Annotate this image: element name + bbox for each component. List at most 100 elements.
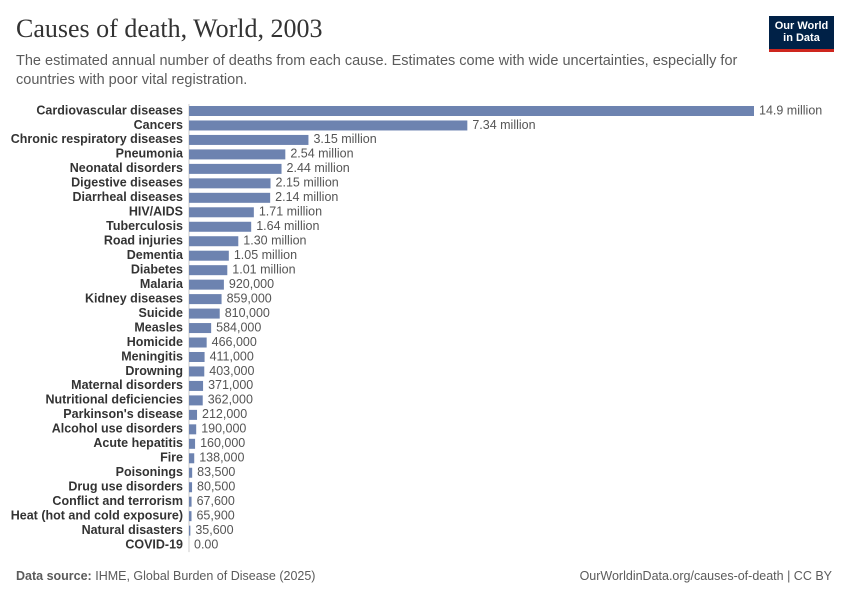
- value-label: 80,500: [197, 480, 235, 494]
- category-label: Acute hepatitis: [93, 436, 183, 450]
- bar: [189, 424, 197, 435]
- value-label: 0.00: [194, 537, 218, 551]
- chart-subtitle: The estimated annual number of deaths fr…: [16, 53, 738, 88]
- value-label: 1.05 million: [234, 248, 297, 262]
- value-label: 2.54 million: [290, 147, 353, 161]
- bar: [189, 438, 196, 449]
- value-label: 138,000: [199, 451, 244, 465]
- value-label: 190,000: [201, 422, 246, 436]
- value-label: 466,000: [212, 335, 257, 349]
- value-label: 403,000: [209, 364, 254, 378]
- value-label: 411,000: [210, 349, 254, 363]
- value-label: 2.44 million: [287, 161, 350, 175]
- bar: [189, 511, 192, 522]
- bar: [189, 308, 220, 319]
- category-label: Neonatal disorders: [70, 161, 183, 175]
- category-label: Fire: [160, 451, 183, 465]
- category-label: Diarrheal diseases: [73, 190, 184, 204]
- category-label: Nutritional deficiencies: [45, 393, 183, 407]
- category-label: Suicide: [139, 306, 184, 320]
- value-label: 1.30 million: [243, 234, 306, 248]
- category-label: Heat (hot and cold exposure): [11, 508, 183, 522]
- value-label: 1.01 million: [232, 262, 295, 276]
- chart-title: Causes of death, World, 2003: [16, 14, 323, 43]
- bar: [189, 149, 286, 160]
- bar: [189, 192, 271, 203]
- bar: [189, 250, 229, 261]
- category-label: Dementia: [127, 248, 184, 262]
- category-label: Poisonings: [116, 465, 183, 479]
- bar: [189, 120, 468, 131]
- category-label: Natural disasters: [82, 523, 183, 537]
- value-label: 920,000: [229, 277, 274, 291]
- value-label: 584,000: [216, 320, 261, 334]
- bar: [189, 351, 205, 362]
- bar: [189, 294, 222, 305]
- value-label: 859,000: [227, 291, 272, 305]
- category-label: Pneumonia: [116, 147, 184, 161]
- bar: [189, 323, 212, 334]
- category-label: Meningitis: [121, 349, 183, 363]
- logo-line: in Data: [783, 32, 820, 44]
- value-label: 14.9 million: [759, 103, 822, 117]
- category-label: Cardiovascular diseases: [36, 103, 183, 117]
- value-label: 7.34 million: [472, 118, 535, 132]
- bar: [189, 221, 252, 232]
- category-label: Tuberculosis: [106, 219, 183, 233]
- value-label: 362,000: [208, 393, 253, 407]
- footer-source: Data source: IHME, Global Burden of Dise…: [16, 569, 315, 583]
- value-label: 35,600: [195, 523, 233, 537]
- category-label: Diabetes: [131, 262, 183, 276]
- value-label: 212,000: [202, 407, 247, 421]
- category-label: Digestive diseases: [71, 176, 183, 190]
- bar: [189, 163, 282, 174]
- logo-line: Our World: [774, 20, 829, 32]
- category-label: Maternal disorders: [71, 378, 183, 392]
- bar: [189, 178, 271, 189]
- bar: [189, 265, 228, 276]
- source: IHME, Global Burden of Disease (2025): [95, 569, 316, 583]
- category-label: Conflict and terrorism: [52, 494, 183, 508]
- value-label: 1.71 million: [259, 205, 322, 219]
- value-label: 160,000: [200, 436, 245, 450]
- bar: [189, 409, 198, 420]
- bar: [189, 496, 192, 507]
- value-label: 65,900: [196, 508, 234, 522]
- value-label: 2.15 million: [276, 176, 339, 190]
- category-label: HIV/AIDS: [129, 205, 183, 219]
- category-label: Homicide: [127, 335, 183, 349]
- bar: [189, 106, 754, 116]
- category-label: Measles: [134, 320, 183, 334]
- bar: [189, 134, 309, 145]
- category-label: Drowning: [125, 364, 183, 378]
- source-label: Data source:: [16, 569, 92, 583]
- bar: [189, 482, 193, 493]
- value-label: 2.14 million: [275, 190, 338, 204]
- category-label: Drug use disorders: [68, 480, 183, 494]
- bar: [189, 395, 203, 406]
- bar: [189, 207, 254, 218]
- bar: [189, 453, 195, 464]
- bar: [189, 525, 191, 536]
- bar: [189, 380, 204, 391]
- value-label: 67,600: [197, 494, 235, 508]
- value-label: 810,000: [225, 306, 270, 320]
- category-label: Parkinson's disease: [63, 407, 183, 421]
- bar: [189, 366, 205, 377]
- footer-url[interactable]: OurWorldinData.org/causes-of-death | CC …: [579, 569, 832, 583]
- category-label: Chronic respiratory diseases: [11, 132, 183, 146]
- value-label: 1.64 million: [256, 219, 319, 233]
- category-label: Cancers: [134, 118, 183, 132]
- category-label: Malaria: [140, 277, 184, 291]
- category-label: Kidney diseases: [85, 291, 183, 305]
- category-label: Road injuries: [104, 234, 183, 248]
- logo[interactable]: Our World in Data: [769, 16, 834, 52]
- category-label: Alcohol use disorders: [52, 422, 183, 436]
- bar: [189, 236, 239, 247]
- value-label: 3.15 million: [313, 132, 376, 146]
- chart: Cardiovascular diseases 14.9 million Cance…: [11, 103, 822, 553]
- bar: [189, 279, 224, 290]
- category-label: COVID-19: [125, 537, 183, 551]
- value-label: 371,000: [208, 378, 253, 392]
